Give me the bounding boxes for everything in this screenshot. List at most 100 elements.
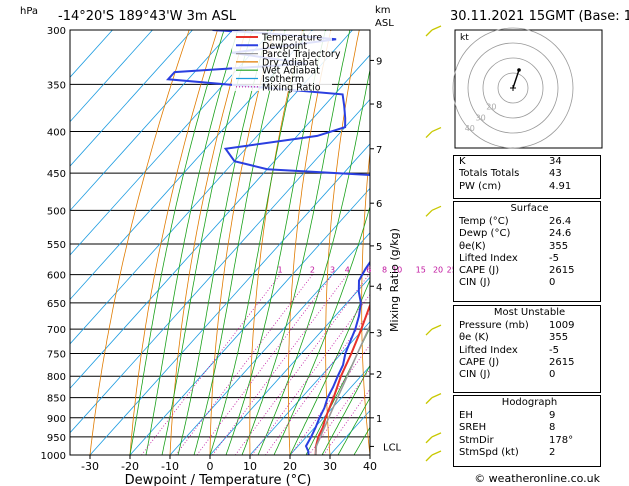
x-tick-label: 40	[363, 460, 377, 473]
wind-barb-flag	[431, 432, 442, 438]
x-tick-label: 10	[243, 460, 257, 473]
x-tick-label: -20	[121, 460, 139, 473]
legend-label: Dewpoint	[262, 41, 307, 52]
info-row-label: θe (K)	[459, 332, 489, 344]
surface-title: Surface	[510, 203, 549, 214]
x-tick-label: 20	[283, 460, 297, 473]
wind-barb	[425, 209, 433, 217]
indices-box: K 34 Totals Totals 43 PW (cm) 4.91	[453, 155, 601, 199]
km-tick-label: 4	[376, 282, 382, 293]
km-tick-label: 7	[376, 145, 382, 156]
dry-adiabat	[614, 30, 629, 455]
info-row-value: 34	[549, 156, 562, 167]
info-row-label: Temp (°C)	[459, 216, 509, 227]
wet-adiabat	[161, 30, 253, 455]
info-row-value: 9	[549, 410, 556, 421]
info-row-value: 2615	[549, 265, 575, 277]
wet-adiabat	[273, 205, 370, 455]
info-row: θe (K) 355	[454, 332, 600, 344]
wet-adiabat	[225, 30, 326, 455]
mixing-ratio-line	[290, 343, 370, 455]
hodograph-ring	[482, 57, 544, 119]
pressure-tick-label: 300	[47, 26, 66, 37]
pressure-tick-label: 450	[47, 169, 66, 180]
pressure-tick-label: 500	[47, 206, 66, 217]
hodograph-unit-label: kt	[460, 33, 469, 43]
info-row: Totals Totals 43	[454, 168, 600, 180]
wind-barb-flag	[431, 205, 442, 211]
wet-adiabat	[321, 364, 370, 455]
mixing-ratio-line	[175, 274, 313, 455]
info-row-label: K	[459, 156, 466, 167]
surface-box: Surface Temp (°C) 26.4 Dewp (°C) 24.6 θe(K) 3…	[453, 201, 601, 302]
info-row-value: 24.6	[549, 228, 572, 240]
info-row-label: CAPE (J)	[459, 265, 500, 277]
info-row-label: CIN (J)	[459, 369, 491, 381]
mixing-ratio-label: 8	[382, 266, 387, 275]
info-row-value: -5	[549, 252, 559, 264]
info-row-label: Lifted Index	[459, 344, 518, 356]
pressure-tick-label: 550	[47, 240, 66, 251]
info-row: CIN (J) 0	[454, 277, 600, 289]
dry-adiabat	[169, 30, 247, 455]
most-unstable-box: Most Unstable Pressure (mb) 1009 θe (K) 355…	[453, 305, 601, 393]
wind-barb	[425, 454, 433, 462]
wind-barb-flag	[431, 324, 442, 330]
legend-label: Parcel Trajectory	[262, 49, 341, 60]
info-row-value: 8	[549, 422, 556, 434]
info-row-label: Lifted Index	[459, 252, 518, 264]
asl-unit: ASL	[375, 18, 394, 29]
mixing-ratio-label: 25	[447, 266, 457, 275]
wind-barb	[425, 436, 433, 444]
series-line-temperature	[314, 302, 370, 455]
mixing-ratio-axis-label: Mixing Ratio (g/kg)	[388, 228, 401, 332]
pressure-tick-label: 1000	[41, 451, 66, 462]
isotherm-line	[249, 321, 370, 455]
info-row-label: StmDir	[459, 434, 494, 446]
info-row: EH 9	[454, 410, 600, 422]
info-row-label: Totals Totals	[459, 168, 520, 180]
info-row-label: EH	[459, 410, 473, 421]
wet-adiabat	[145, 30, 239, 455]
info-row-value: 355	[549, 332, 569, 344]
legend-label: Temperature	[261, 33, 322, 44]
x-axis-label: Dewpoint / Temperature (°C)	[125, 473, 312, 486]
info-row-value: 355	[549, 240, 569, 252]
hodograph-ring-label: 30	[476, 113, 486, 122]
hodograph-trace	[512, 69, 520, 89]
pressure-tick-label: 350	[47, 80, 66, 91]
isotherm-line	[289, 365, 370, 455]
info-row-value: 4.91	[549, 180, 572, 192]
dry-adiabat	[89, 30, 190, 455]
info-row-label: CIN (J)	[459, 277, 491, 289]
mixing-ratio-label: 1	[278, 266, 283, 275]
info-row-value: 2615	[549, 356, 575, 368]
pressure-tick-label: 900	[47, 414, 66, 425]
info-row-label: SREH	[459, 422, 487, 434]
isotherm-line	[169, 232, 370, 455]
mixing-ratio-label: 2	[310, 266, 315, 275]
pressure-tick-label: 600	[47, 271, 66, 282]
isotherm-line	[209, 276, 370, 455]
km-tick-label: 9	[376, 56, 382, 67]
info-row-label: Pressure (mb)	[459, 320, 529, 331]
mixing-ratio-label: 3	[330, 266, 335, 275]
wet-adiabat	[257, 67, 370, 455]
isotherm-line	[70, 30, 193, 167]
wind-barb-flag	[431, 126, 442, 133]
mixing-ratio-line	[265, 311, 370, 455]
dry-adiabat	[287, 30, 332, 455]
pressure-tick-label: 650	[47, 299, 66, 310]
mixing-ratio-label: 10	[392, 266, 402, 275]
legend-label: Dry Adiabat	[262, 57, 319, 68]
info-row: Temp (°C) 26.4	[454, 216, 600, 228]
info-row: SREH 8	[454, 422, 600, 434]
wind-barb	[425, 131, 433, 139]
km-tick-label: LCL	[383, 442, 402, 453]
mixing-ratio-line	[196, 274, 333, 455]
info-row-label: θe(K)	[459, 240, 486, 252]
mixing-ratio-line	[251, 293, 370, 455]
info-row-label: StmSpd (kt)	[459, 446, 519, 458]
wind-barb-flag	[431, 393, 442, 399]
series-line-parcel-trajectory	[314, 323, 370, 455]
